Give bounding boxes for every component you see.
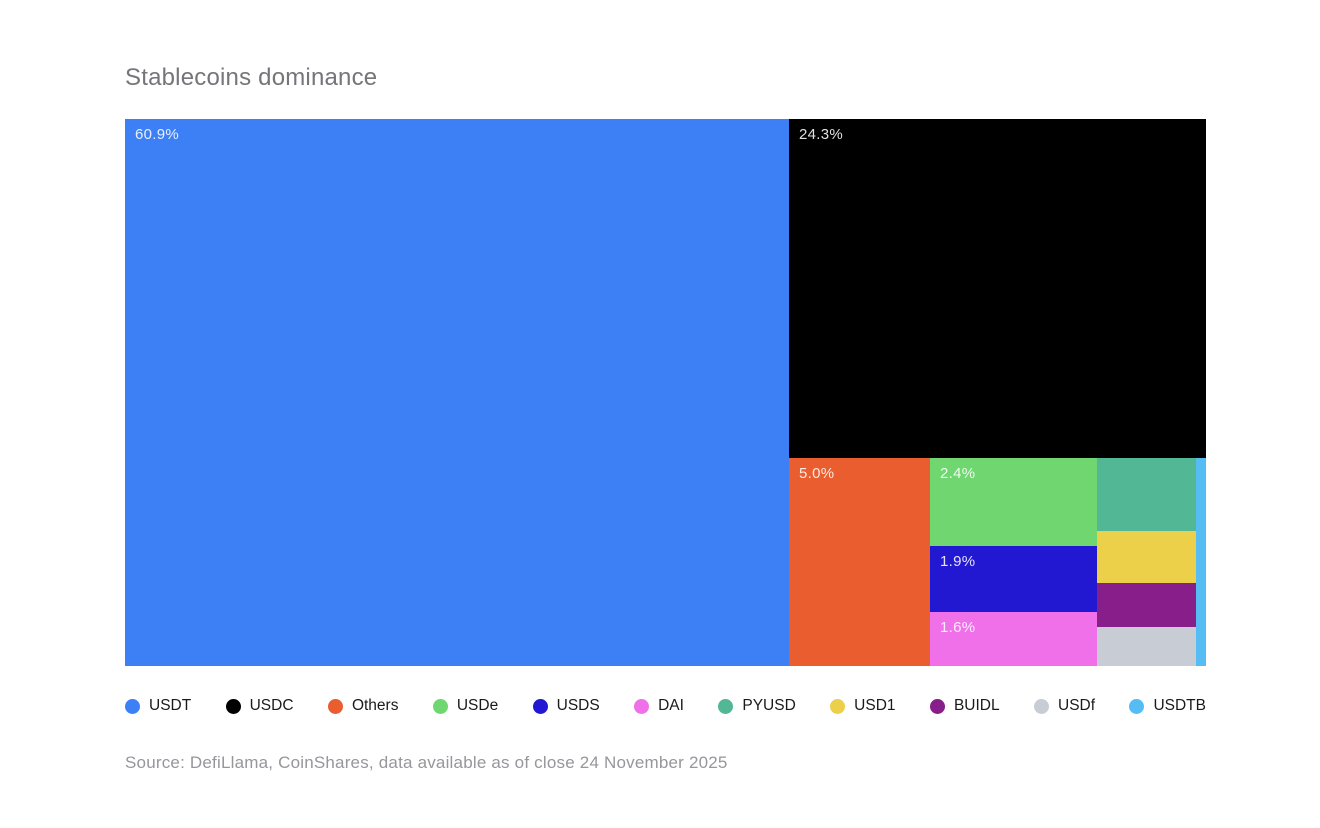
legend-item-usdtb[interactable]: USDTB — [1129, 697, 1206, 715]
legend-dot-icon — [1129, 698, 1145, 714]
legend-dot-icon — [327, 698, 343, 714]
legend-label: USDC — [249, 697, 294, 714]
treemap-tile-label: 24.3% — [799, 126, 844, 143]
treemap-tile-usde[interactable]: 2.4% — [930, 458, 1097, 546]
treemap-tile-usdtb[interactable] — [1196, 458, 1206, 666]
legend-item-usd1[interactable]: USD1 — [830, 697, 896, 715]
treemap-tile-usd1[interactable] — [1097, 531, 1196, 583]
legend-label: DAI — [658, 697, 684, 714]
treemap-tile-others[interactable]: 5.0% — [789, 458, 930, 666]
legend: USDT USDC Others USDe USDS DAI PYUSD USD1 BUIDL U… — [125, 697, 1206, 715]
legend-label: Others — [351, 697, 399, 714]
legend-dot-icon — [432, 698, 448, 714]
legend-dot-icon — [634, 698, 650, 714]
legend-dot-icon — [532, 698, 548, 714]
legend-dot-icon — [1034, 698, 1049, 714]
legend-label: USD1 — [854, 697, 896, 714]
treemap-tile-label: 1.6% — [940, 619, 976, 636]
legend-dot-icon — [929, 698, 945, 714]
legend-dot-icon — [125, 698, 140, 714]
legend-label: PYUSD — [742, 697, 796, 714]
legend-dot-icon — [718, 698, 734, 714]
legend-label: USDf — [1058, 697, 1096, 714]
legend-dot-icon — [830, 698, 846, 714]
legend-item-dai[interactable]: DAI — [634, 697, 684, 715]
legend-label: USDT — [149, 697, 192, 714]
legend-item-usds[interactable]: USDS — [532, 697, 600, 715]
treemap-tile-buidl[interactable] — [1097, 583, 1196, 627]
treemap-tile-usdc[interactable]: 24.3% — [789, 119, 1206, 458]
treemap-tile-usds[interactable]: 1.9% — [930, 546, 1097, 612]
source-note: Source: DefiLlama, CoinShares, data avai… — [125, 753, 728, 772]
legend-item-others[interactable]: Others — [327, 697, 399, 715]
treemap-tile-usdf[interactable] — [1097, 627, 1196, 666]
legend-dot-icon — [225, 698, 241, 714]
legend-label: USDTB — [1153, 697, 1206, 714]
legend-label: USDe — [456, 697, 499, 714]
legend-item-usdc[interactable]: USDC — [225, 697, 294, 715]
legend-label: USDS — [556, 697, 600, 714]
chart-title: Stablecoins dominance — [125, 64, 378, 91]
legend-item-usdt[interactable]: USDT — [125, 697, 191, 715]
treemap-tile-label: 1.9% — [940, 553, 976, 570]
treemap-tile-pyusd[interactable] — [1097, 458, 1196, 531]
legend-item-buidl[interactable]: BUIDL — [929, 697, 1000, 715]
treemap-tile-dai[interactable]: 1.6% — [930, 612, 1097, 666]
treemap-tile-usdt[interactable]: 60.9% — [125, 119, 789, 666]
legend-item-usde[interactable]: USDe — [432, 697, 499, 715]
treemap-tile-label: 5.0% — [799, 465, 835, 482]
legend-item-usdf[interactable]: USDf — [1034, 697, 1095, 715]
legend-label: BUIDL — [953, 697, 1000, 714]
treemap-tile-label: 60.9% — [135, 126, 180, 143]
treemap: 60.9% 24.3% 5.0% 2.4% 1.9% 1.6% — [125, 119, 1206, 666]
legend-item-pyusd[interactable]: PYUSD — [718, 697, 796, 715]
treemap-tile-label: 2.4% — [940, 465, 976, 482]
